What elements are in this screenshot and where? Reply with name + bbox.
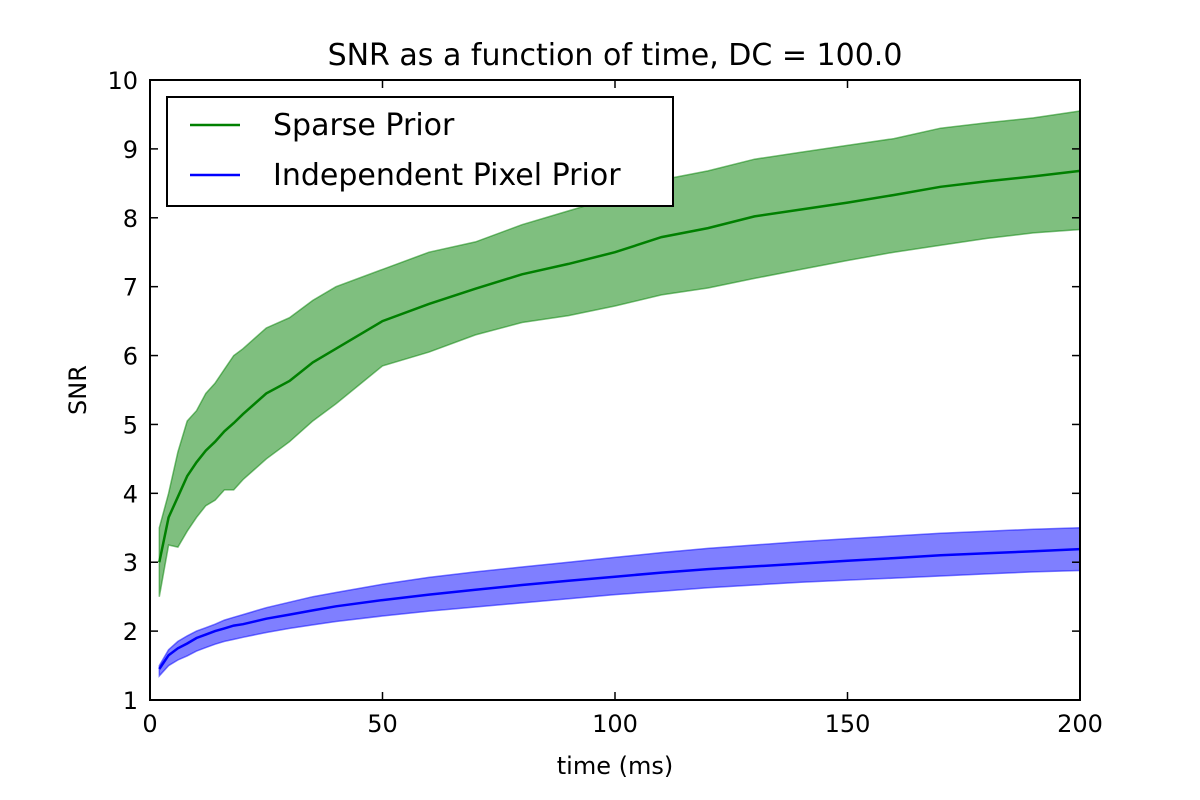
y-axis-label: SNR xyxy=(64,365,92,415)
legend-box xyxy=(166,96,674,207)
x-tick-label: 200 xyxy=(1057,710,1103,738)
x-axis-ticks: 0 50 100 150 200 xyxy=(142,80,1103,738)
series-lines xyxy=(158,169,1081,670)
x-tick-label: 150 xyxy=(825,710,871,738)
y-axis-ticks: 1 2 3 4 5 6 7 8 9 10 xyxy=(107,67,1080,715)
legend-label-independent-pixel-prior: Independent Pixel Prior xyxy=(273,158,621,193)
y-tick-label: 9 xyxy=(123,136,138,164)
legend-label-sparse-prior: Sparse Prior xyxy=(273,108,455,143)
x-tick-label: 100 xyxy=(592,710,638,738)
chart-title: SNR as a function of time, DC = 100.0 xyxy=(328,38,903,73)
y-tick-label: 10 xyxy=(107,67,138,95)
y-tick-label: 5 xyxy=(123,411,138,439)
line-sparse-prior xyxy=(158,169,1081,563)
y-tick-label: 6 xyxy=(123,343,138,371)
y-tick-label: 8 xyxy=(123,205,138,233)
y-tick-label: 3 xyxy=(123,549,138,577)
legend: Sparse Prior Independent Pixel Prior xyxy=(166,96,674,207)
y-tick-label: 7 xyxy=(123,274,138,302)
y-tick-label: 4 xyxy=(123,480,138,508)
x-tick-label: 50 xyxy=(367,710,398,738)
x-axis-label: time (ms) xyxy=(557,752,673,780)
y-tick-label: 1 xyxy=(123,687,138,715)
x-tick-label: 0 xyxy=(142,710,157,738)
band-independent-pixel-prior xyxy=(158,527,1081,678)
y-tick-label: 2 xyxy=(123,618,138,646)
line-independent-pixel-prior xyxy=(158,547,1081,670)
